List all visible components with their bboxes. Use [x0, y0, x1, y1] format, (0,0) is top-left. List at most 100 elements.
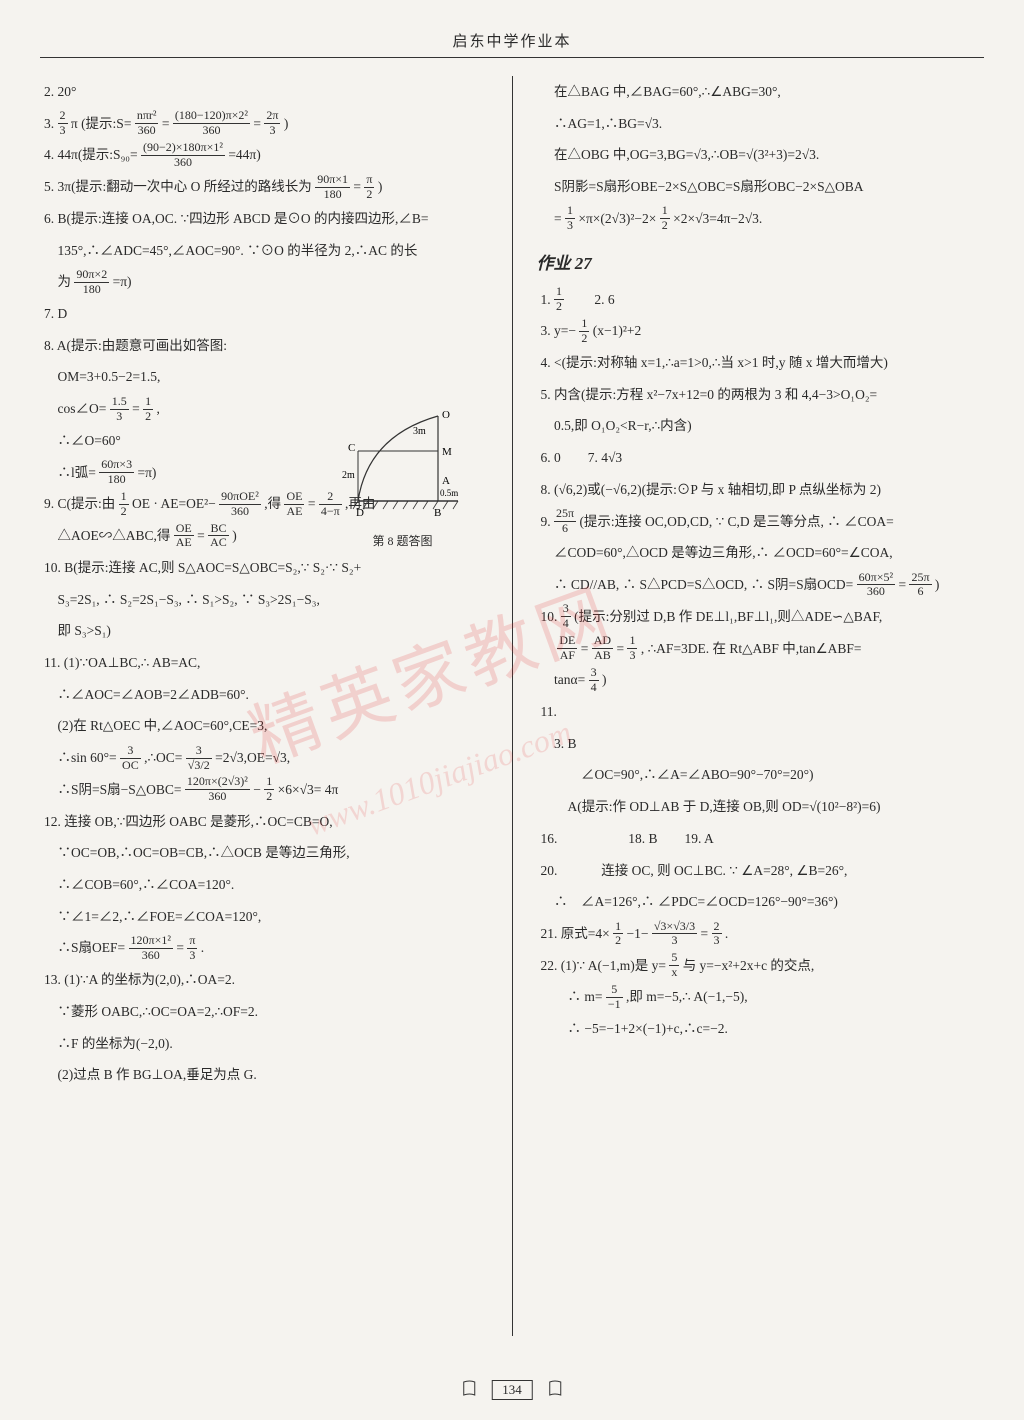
hw27-10b: DEAF = ADAB = 13 , ∴AF=3DE. 在 Rt△ABF 中,t… [537, 633, 985, 665]
text: ) [378, 179, 383, 194]
problem-11: 11. (1)∵OA⊥BC,∴ AB=AC, [40, 647, 488, 679]
problem-12e: ∴S扇OEF= 120π×1²360 = π3 . [40, 932, 488, 964]
text: = [132, 401, 140, 416]
text: ∴ m= [541, 989, 603, 1004]
problem-11e: ∴S阴=S扇−S△OBC= 120π×(2√3)²360 − 12 ×6×√3=… [40, 774, 488, 806]
text: cos∠O= [44, 401, 106, 416]
problem-8: 8. A(提示:由题意可画出如答图: [40, 330, 488, 362]
fraction: √3×√3/33 [652, 920, 697, 949]
fraction: 2π3 [264, 109, 280, 138]
hw27-20b: ∴ ∠A=126°,∴ ∠PDC=∠OCD=126°−90°=36°) [537, 886, 985, 918]
problem-2: 2. 20° [40, 76, 488, 108]
problem-12d: ∵∠1=∠2,∴∠FOE=∠COA=120°, [40, 901, 488, 933]
text: 10. [541, 609, 561, 624]
problem-6b: 135°,∴∠ADC=45°,∠AOC=90°. ∵⊙O 的半径为 2,∴AC … [40, 235, 488, 267]
fraction: 90πOE²360 [219, 490, 261, 519]
text: ∴ CD//AB, ∴ S△PCD=S△OCD, ∴ S阴=S扇OCD= [541, 577, 854, 592]
fraction: 12 [660, 204, 670, 233]
text: ) [284, 116, 289, 131]
figure-problem-8: O C M A D B 3m 2m 0.5m 第 8 题答图 [338, 406, 468, 546]
hw27-22c: ∴ −5=−1+2×(−1)+c,∴c=−2. [537, 1013, 985, 1045]
fraction: 12 [579, 317, 589, 346]
fraction: 5−1 [606, 983, 623, 1012]
problem-10c: 即 S₃>S₁) [40, 615, 488, 647]
text: ,∴OC= [144, 750, 182, 765]
text: π (提示:S= [71, 116, 132, 131]
fraction: BCAC [208, 522, 229, 551]
text: ) [602, 672, 607, 687]
text: 9. [541, 514, 555, 529]
hw27-5: 5. 内含(提示:方程 x²−7x+12=0 的两根为 3 和 4,4−3>O₁… [537, 379, 985, 411]
two-column-layout: 2. 20° 3. 23 π (提示:S= nπr²360 = (180−120… [40, 76, 984, 1336]
text: =44π) [228, 147, 260, 162]
text: ) [935, 577, 940, 592]
text: ∴sin 60°= [44, 750, 117, 765]
hw27-15: A(提示:作 OD⊥AB 于 D,连接 OB,则 OD=√(10²−8²)=6) [537, 791, 985, 823]
cont-5: = 13 ×π×(2√3)²−2× 12 ×2×√3=4π−2√3. [537, 203, 985, 235]
fraction: 25π6 [909, 571, 931, 600]
text: 9. C(提示:由 [44, 496, 115, 511]
fraction: DEAF [557, 634, 577, 663]
text: ∴l弧= [44, 465, 96, 480]
text: ∴S阴=S扇−S△OBC= [44, 782, 182, 797]
fraction: 5x [669, 951, 679, 980]
hw27-13: 3. B [537, 728, 985, 760]
text: 3. y=− [541, 323, 576, 338]
fraction: 3√3/2 [186, 744, 212, 773]
fraction: π3 [187, 934, 197, 963]
text: ×2×√3=4π−2√3. [673, 211, 762, 226]
problem-12: 12. 连接 OB,∵四边形 OABC 是菱形,∴OC=CB=O, [40, 806, 488, 838]
text: =π) [137, 465, 156, 480]
fraction: 12 [554, 285, 564, 314]
fraction: 12 [143, 395, 153, 424]
text: = [162, 116, 170, 131]
hw27-10c: tanα= 34 ) [537, 664, 985, 696]
text: = [581, 641, 589, 656]
label-3m: 3m [413, 426, 426, 437]
text: 为 [44, 274, 71, 289]
fraction: 60π×5²360 [857, 571, 895, 600]
text: 1. [541, 292, 555, 307]
text: ×6×√3= 4π [278, 782, 339, 797]
fraction: 120π×1²360 [129, 934, 173, 963]
text: , [156, 401, 159, 416]
text: , ∴AF=3DE. 在 Rt△ABF 中,tan∠ABF= [641, 641, 862, 656]
fraction: nπr²360 [135, 109, 159, 138]
text: = [197, 528, 205, 543]
hw27-1: 1. 12 2. 6 [537, 284, 985, 316]
text: 2. 6 [567, 292, 614, 307]
fraction: (180−120)π×2²360 [173, 109, 250, 138]
cont-4: S阴影=S扇形OBE−2×S△OBC=S扇形OBC−2×S△OBA [537, 171, 985, 203]
right-column: 在△BAG 中,∠BAG=60°,∴∠ABG=30°, ∴AG=1,∴BG=√3… [537, 76, 985, 1336]
text: ,得 [264, 496, 281, 511]
fraction: 120π×(2√3)²360 [185, 775, 250, 804]
hw27-9: 9. 25π6 (提示:连接 OC,OD,CD, ∵ C,D 是三等分点, ∴ … [537, 506, 985, 538]
hw27-4: 4. <(提示:对称轴 x=1,∴a=1>0,∴当 x>1 时,y 随 x 增大… [537, 347, 985, 379]
hw27-6-7: 6. 0 7. 4√3 [537, 442, 985, 474]
text: − [253, 782, 261, 797]
text: =2√3,OE=√3, [215, 750, 290, 765]
hw27-9b: ∠COD=60°,△OCD 是等边三角形,∴ ∠OCD=60°=∠COA, [537, 537, 985, 569]
fraction: (90−2)×180π×1²360 [141, 141, 225, 170]
hw27-11: 11. [537, 696, 985, 728]
hw27-5b: 0.5,即 O₁O₂<R−r,∴内含) [537, 410, 985, 442]
hw27-14: ∠OC=90°,∴∠A=∠ABO=90°−70°=20°) [537, 759, 985, 791]
fraction: 90π×2180 [74, 268, 109, 297]
book-left-icon [462, 1379, 488, 1402]
problem-11c: (2)在 Rt△OEC 中,∠AOC=60°,CE=3, [40, 710, 488, 742]
fraction: 12 [119, 490, 129, 519]
hw27-10: 10. 34 (提示:分别过 D,B 作 DE⊥l₁,BF⊥l₁,则△ADE∽△… [537, 601, 985, 633]
label-2m: 2m [342, 470, 355, 481]
fraction: 12 [613, 920, 623, 949]
text: ) [232, 528, 237, 543]
text: . [725, 926, 728, 941]
fraction: 23 [58, 109, 68, 138]
text: 22. (1)∵ A(−1,m)是 y= [541, 958, 666, 973]
text: (x−1)²+2 [593, 323, 642, 338]
problem-3: 3. 23 π (提示:S= nπr²360 = (180−120)π×2²36… [40, 108, 488, 140]
text: 5. 3π(提示:翻动一次中心 O 所经过的路线长为 [44, 179, 312, 194]
page-title: 启东中学作业本 [40, 30, 984, 51]
text: 4. 44π(提示:S₉₀= [44, 147, 138, 162]
text: = [541, 211, 562, 226]
hw27-20: 20. 连接 OC, 则 OC⊥BC. ∵ ∠A=28°, ∠B=26°, [537, 855, 985, 887]
